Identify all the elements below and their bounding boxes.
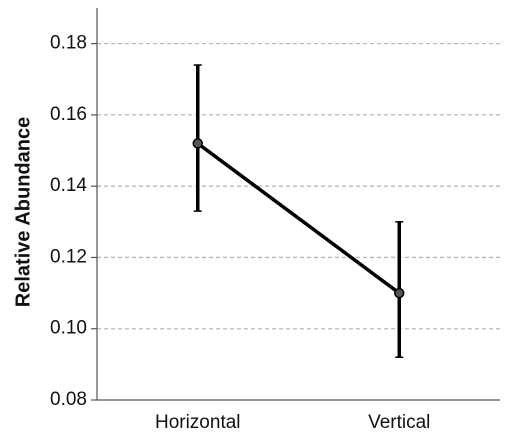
x-tick-label: Horizontal bbox=[155, 412, 241, 433]
y-tick-label: 0.16 bbox=[50, 104, 87, 125]
y-tick-label: 0.08 bbox=[50, 389, 87, 410]
y-tick-label: 0.10 bbox=[50, 318, 87, 339]
series-line-group bbox=[192, 138, 405, 299]
error-bars bbox=[193, 64, 404, 358]
y-tick-label: 0.14 bbox=[50, 175, 87, 196]
grid-lines bbox=[97, 42, 500, 330]
data-point bbox=[192, 138, 203, 149]
x-tick-labels: Horizontal Vertical bbox=[155, 412, 430, 433]
data-point bbox=[394, 287, 405, 299]
y-axis-title: Relative Abundance bbox=[12, 117, 34, 307]
x-tick-label: Vertical bbox=[368, 412, 430, 433]
y-tick-labels: 0.08 0.10 0.12 0.14 0.16 0.18 bbox=[50, 33, 97, 410]
y-tick-label: 0.18 bbox=[50, 33, 87, 54]
y-tick-label: 0.12 bbox=[50, 246, 87, 267]
series-line bbox=[196, 142, 401, 295]
